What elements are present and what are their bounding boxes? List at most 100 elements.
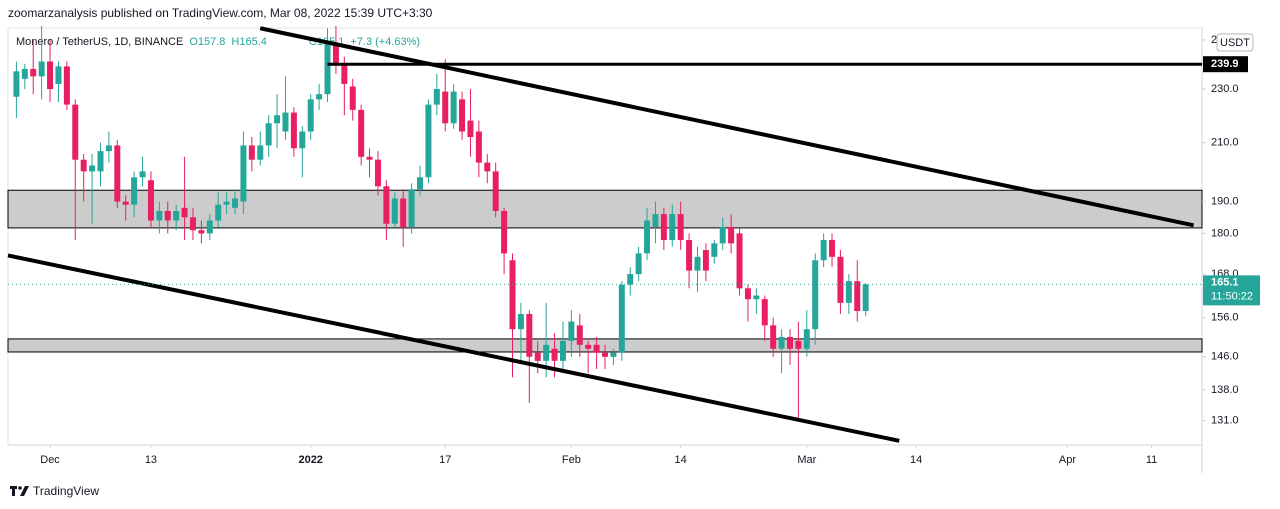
candle-body	[80, 159, 87, 172]
candle-body	[164, 210, 171, 221]
candle-body	[795, 340, 802, 349]
y-tick-label: 230.0	[1211, 83, 1239, 95]
candle-body	[131, 177, 138, 205]
candle-body	[206, 220, 213, 234]
candle-body	[223, 201, 230, 205]
candle-body	[282, 112, 289, 132]
title-part: Monero / TetherUS, 1D, BINANCE	[16, 36, 183, 48]
x-tick-label: 17	[439, 454, 451, 466]
zone	[7, 189, 1203, 229]
candle-body	[837, 256, 844, 303]
candle-body	[13, 71, 20, 97]
candle-body	[400, 198, 407, 227]
level-badge	[1203, 56, 1248, 73]
candle-body	[660, 214, 667, 241]
price-badge-label: 165.1	[1211, 276, 1239, 288]
candle-body	[786, 336, 793, 349]
candle-body	[417, 177, 424, 190]
candle-body	[534, 352, 541, 361]
candle-body	[374, 159, 381, 187]
title-part: H165.4	[231, 36, 266, 48]
candle-body	[72, 104, 79, 160]
candle-body	[358, 109, 365, 157]
candle-body	[526, 313, 533, 357]
candle-body	[492, 171, 499, 211]
x-tick-label: Dec	[40, 454, 60, 466]
candle-body	[391, 198, 398, 224]
publisher-header: zoomarzanalysis published on TradingView…	[8, 6, 433, 20]
candle-body	[686, 240, 693, 271]
candle-body	[383, 186, 390, 224]
y-tick-label: 156.0	[1211, 312, 1239, 324]
currency-box	[1216, 33, 1254, 52]
trendline	[7, 253, 900, 443]
candle-body	[89, 165, 96, 172]
candle-body	[610, 352, 617, 357]
candle-body	[156, 210, 163, 221]
candle-body	[290, 112, 297, 149]
candle-body	[820, 240, 827, 261]
candle-body	[433, 89, 440, 105]
candle-body	[829, 240, 836, 257]
x-tick-label: 13	[145, 454, 157, 466]
candle-body	[484, 162, 491, 172]
logo-mark	[12, 486, 15, 496]
candle-body	[602, 352, 608, 357]
candle-body	[467, 120, 474, 138]
candle-body	[63, 66, 70, 105]
candle-body	[248, 145, 255, 160]
candle-body	[761, 299, 768, 326]
candle-body	[147, 180, 154, 221]
candle-body	[719, 226, 726, 244]
candle-body	[854, 281, 861, 312]
candle-body	[332, 44, 339, 64]
candle-body	[543, 344, 550, 361]
candle-body	[442, 91, 449, 124]
candle-body	[189, 217, 196, 231]
chart-title: Monero / TetherUS, 1D, BINANCE O157.8 H165…	[16, 36, 420, 48]
candle-body	[559, 340, 566, 361]
candle-body	[711, 243, 718, 257]
candle-body	[307, 99, 314, 132]
candle-body	[122, 201, 129, 205]
x-tick-label: 2022	[298, 454, 322, 466]
candle-body	[778, 336, 785, 349]
y-tick-label: 138.0	[1211, 384, 1239, 396]
candle-body	[702, 250, 709, 271]
candle-body	[274, 115, 281, 124]
y-tick-label: 180.0	[1211, 227, 1239, 239]
candle-body	[198, 230, 205, 234]
price-badge	[1203, 275, 1260, 306]
currency-label: USDT	[1220, 37, 1250, 49]
candle-body	[753, 295, 760, 300]
candle-body	[652, 214, 659, 227]
x-tick-label: Feb	[562, 454, 581, 466]
countdown-label: 11:50:22	[1211, 290, 1253, 302]
candle-body	[669, 214, 676, 241]
candle-body	[475, 131, 482, 163]
candle-body	[105, 145, 112, 152]
candle-body	[408, 189, 415, 227]
trendline	[259, 26, 1195, 228]
candle-body	[265, 123, 272, 146]
candle-body	[47, 61, 54, 90]
candle-body	[744, 288, 751, 300]
y-tick-label: 210.0	[1211, 137, 1239, 149]
x-tick-label: Apr	[1059, 454, 1076, 466]
candle-body	[509, 260, 516, 330]
candle-body	[324, 44, 331, 95]
candle-body	[21, 68, 28, 79]
candle-body	[644, 220, 651, 254]
candle-body	[593, 344, 600, 353]
candle-body	[551, 348, 558, 361]
candle-body	[618, 284, 625, 353]
x-tick-label: 14	[675, 454, 687, 466]
candle-body	[55, 66, 62, 84]
candle-body	[232, 198, 239, 208]
logo-mark	[18, 486, 22, 490]
candle-body	[38, 61, 45, 77]
y-tick-label: 146.0	[1211, 351, 1239, 363]
candle-body	[728, 226, 735, 244]
candle-body	[627, 274, 634, 285]
